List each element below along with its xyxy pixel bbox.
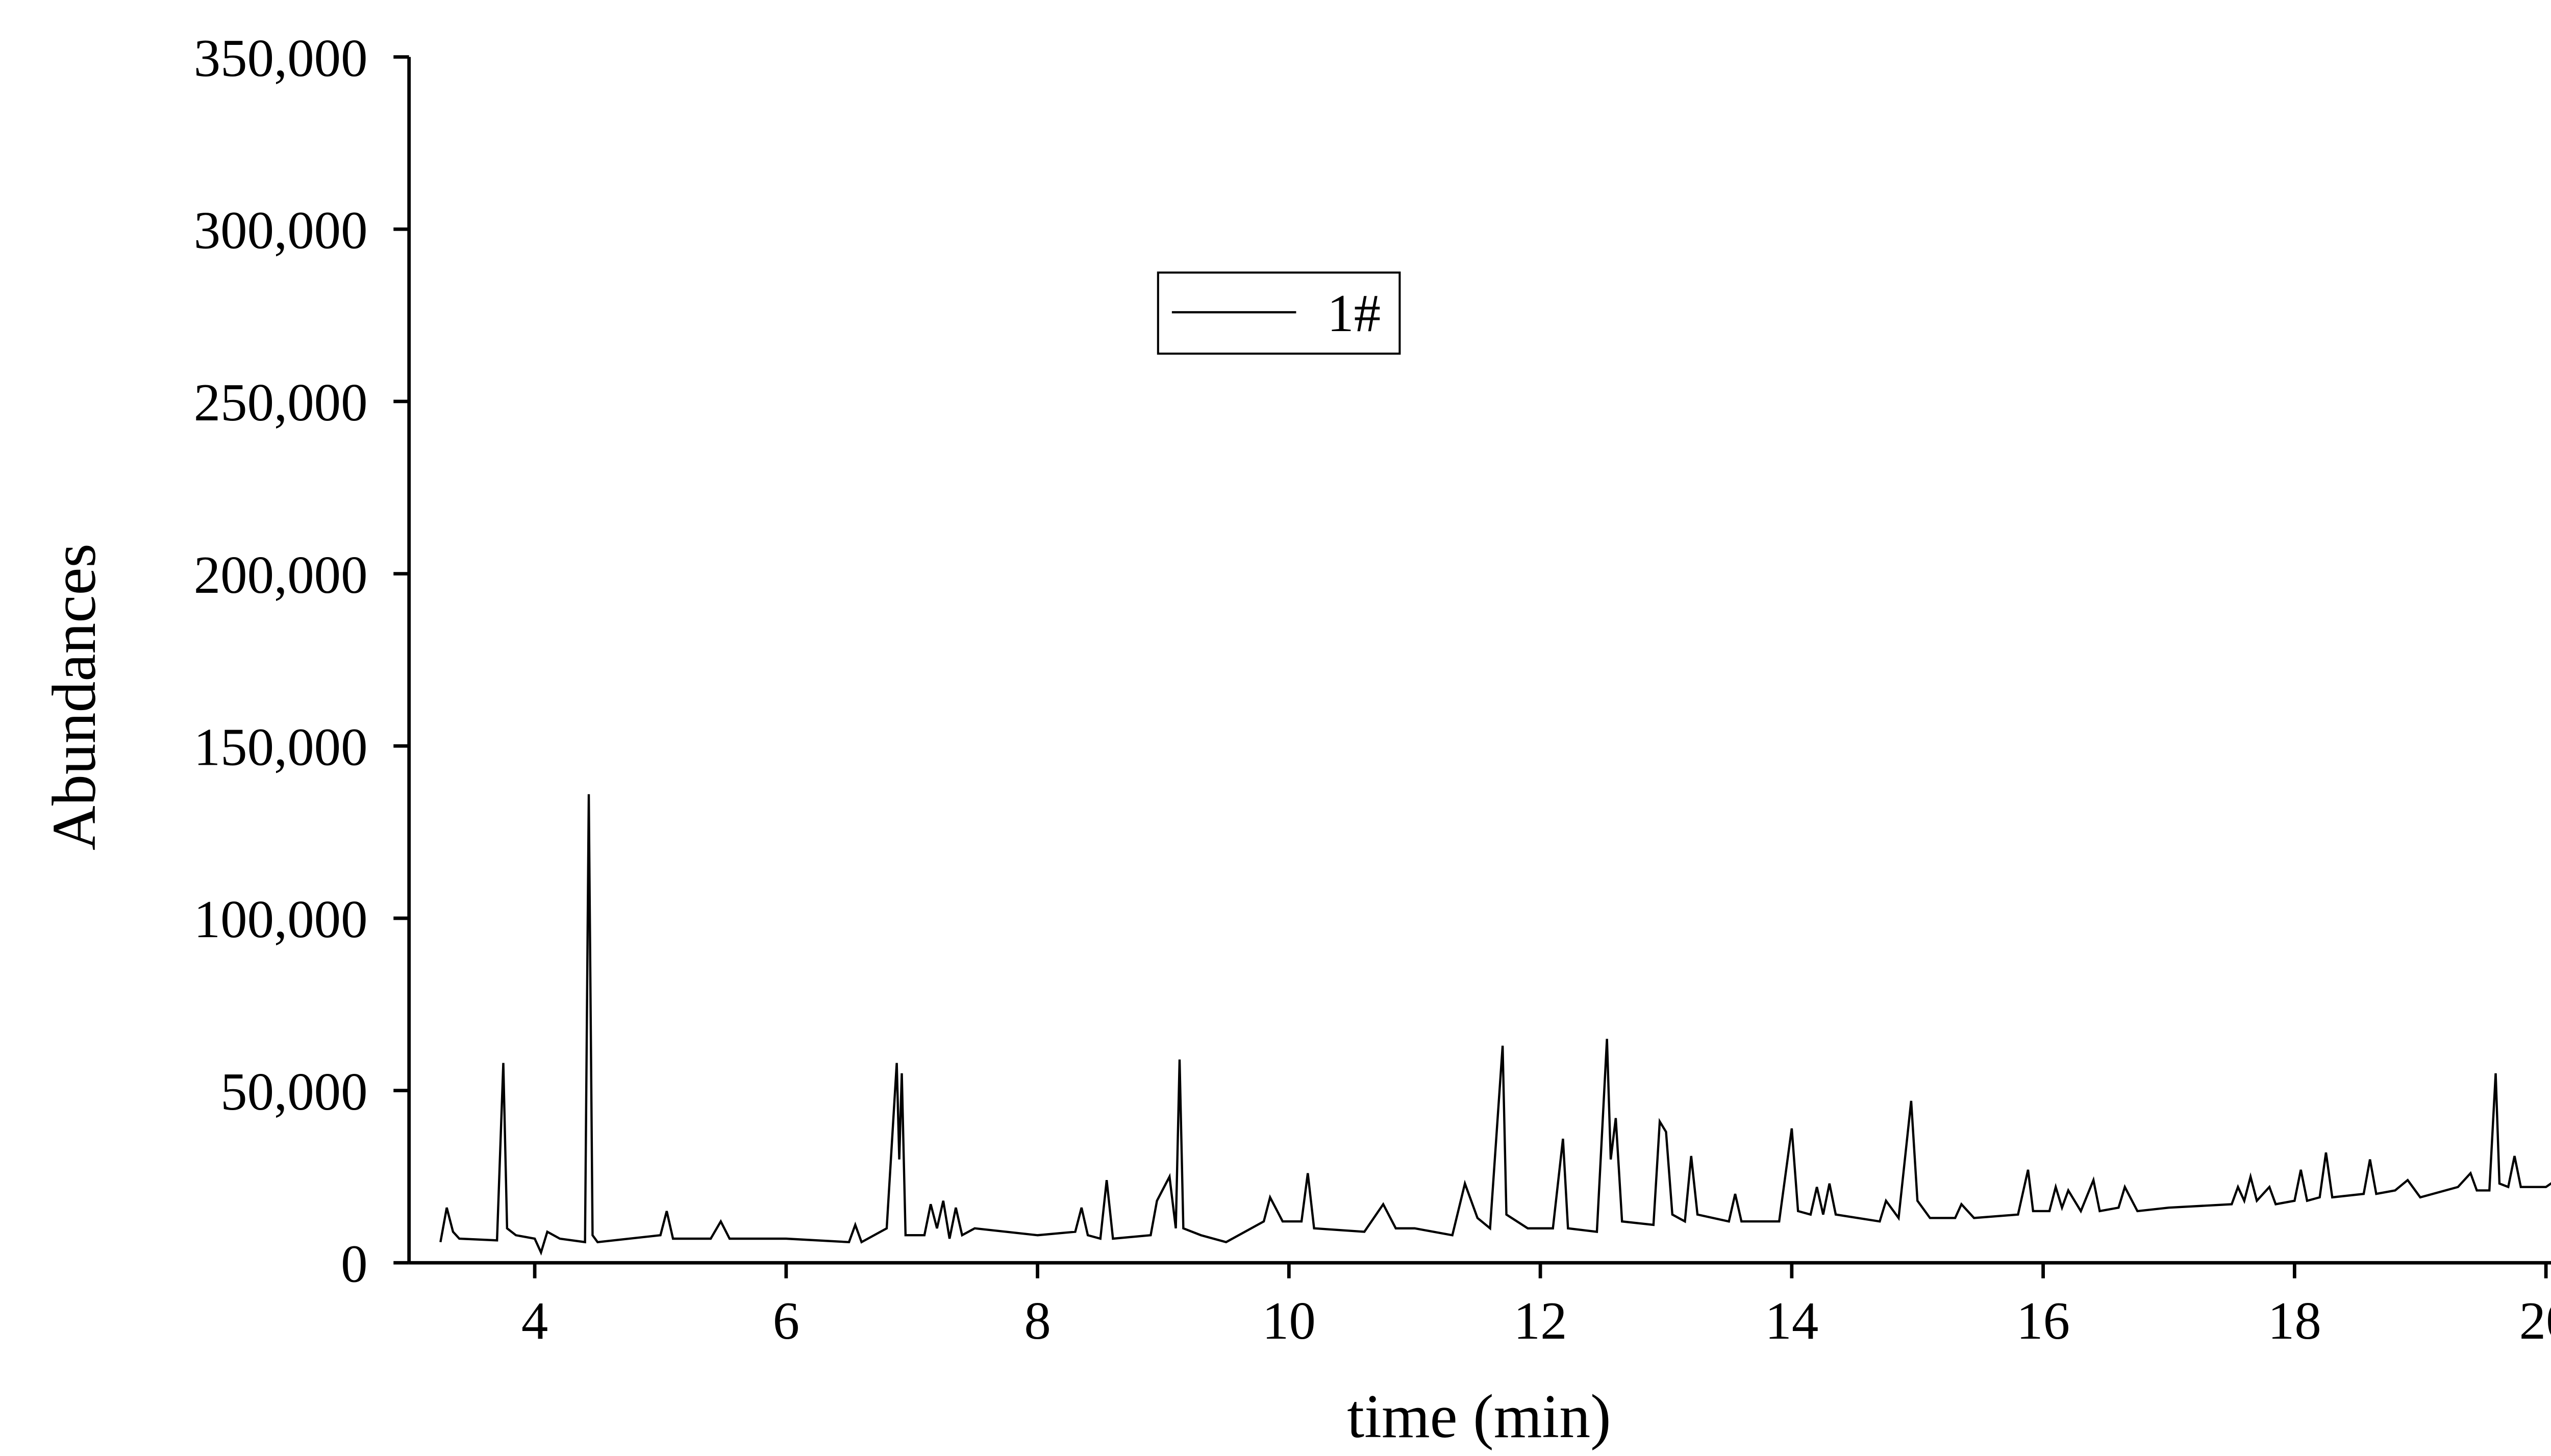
y-tick-label: 0 xyxy=(341,1234,367,1293)
x-tick-label: 16 xyxy=(2016,1291,2070,1350)
x-tick-label: 18 xyxy=(2268,1291,2321,1350)
y-tick-label: 150,000 xyxy=(194,717,368,776)
y-tick-label: 100,000 xyxy=(194,890,368,949)
y-axis-label: Abundances xyxy=(40,543,109,850)
y-tick-label: 250,000 xyxy=(194,373,368,432)
y-tick-label: 200,000 xyxy=(194,545,368,605)
y-tick-label: 300,000 xyxy=(194,200,368,260)
x-tick-label: 14 xyxy=(1765,1291,1818,1350)
x-axis-label: time (min) xyxy=(1347,1383,1611,1451)
data-line xyxy=(439,794,2551,1256)
x-tick-label: 8 xyxy=(1024,1291,1051,1350)
y-tick-label: 350,000 xyxy=(194,29,368,88)
x-tick-label: 20 xyxy=(2519,1291,2551,1350)
x-tick-label: 10 xyxy=(1262,1291,1316,1350)
y-tick-label: 50,000 xyxy=(220,1062,367,1121)
legend-label: 1# xyxy=(1327,284,1381,343)
x-tick-label: 12 xyxy=(1514,1291,1567,1350)
x-tick-label: 6 xyxy=(773,1291,799,1350)
x-tick-label: 4 xyxy=(521,1291,548,1350)
